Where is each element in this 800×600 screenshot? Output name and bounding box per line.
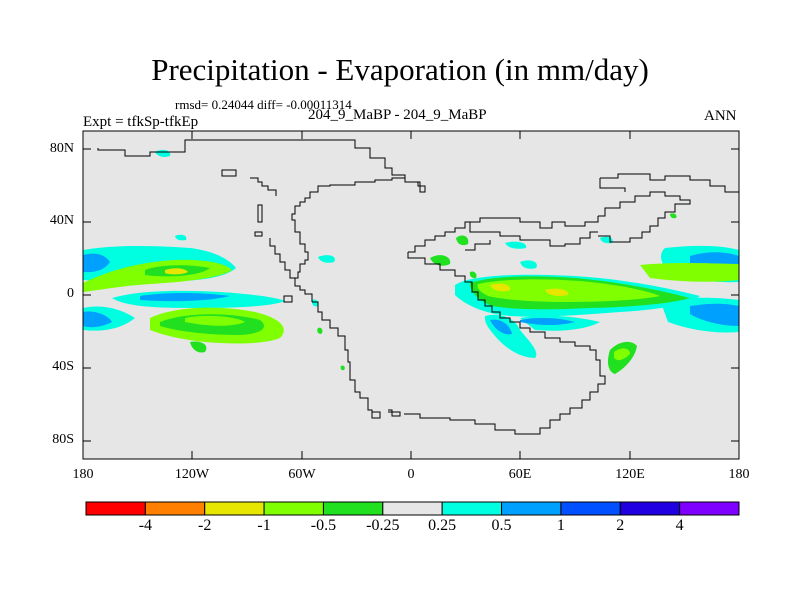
precip-band-south-indian <box>484 314 637 374</box>
coastlines <box>97 139 739 435</box>
colorbar-swatch <box>204 501 265 516</box>
lon-tick-label: 120E <box>615 467 645 482</box>
precip-band-south-pacific-cyan <box>83 290 739 333</box>
colorbar-swatch <box>263 501 324 516</box>
precip-band-spcz <box>150 307 284 353</box>
colorbar-label: 4 <box>675 517 684 534</box>
colorbar-swatch <box>679 501 740 516</box>
chart-title: Precipitation - Evaporation (in mm/day) <box>151 52 649 87</box>
lon-tick-label: 60W <box>288 467 316 482</box>
colorbar-label: 2 <box>616 517 625 534</box>
experiment-label: Expt = tfkSp-tfkEp <box>83 114 199 130</box>
colorbar-swatch <box>501 501 562 516</box>
colorbar-label: 0.25 <box>428 517 457 534</box>
colorbar-swatch <box>144 501 206 516</box>
colorbar-swatch <box>619 501 681 516</box>
axis-ticks <box>83 131 739 459</box>
lat-tick-label: 40S <box>52 359 74 374</box>
lon-tick-label: 0 <box>407 467 415 482</box>
colorbar-label: 1 <box>556 517 565 534</box>
colorbar <box>85 501 740 516</box>
lon-tick-label: 180 <box>72 467 94 482</box>
lat-tick-label: 40N <box>49 213 74 228</box>
case-label: 204_9_MaBP - 204_9_MaBP <box>308 107 487 123</box>
colorbar-label: -1 <box>257 517 271 534</box>
colorbar-label: -0.5 <box>310 517 337 534</box>
lon-tick-label: 120W <box>174 467 210 482</box>
precip-band-indian-ocean <box>455 274 700 317</box>
lon-tick-label: 60E <box>508 467 532 482</box>
colorbar-swatch <box>560 501 621 516</box>
colorbar-label: -4 <box>138 517 153 534</box>
colorbar-swatch <box>322 501 384 516</box>
colorbar-label: -0.25 <box>366 517 400 534</box>
precip-small-features <box>155 149 677 371</box>
rmsd-diff-stats: rmsd= 0.24044 diff= -0.00011314 <box>175 97 352 112</box>
colorbar-swatch <box>85 501 146 516</box>
season-label: ANN <box>704 108 737 124</box>
lat-tick-label: 80N <box>49 141 74 156</box>
lon-tick-label: 180 <box>728 467 750 482</box>
colorbar-swatch <box>382 501 443 516</box>
colorbar-label: -2 <box>198 517 212 534</box>
precip-band-equatorial-pacific <box>83 259 739 292</box>
lat-tick-label: 80S <box>52 432 74 447</box>
lat-tick-label: 0 <box>67 286 74 301</box>
colorbar-label: 0.5 <box>491 517 512 534</box>
colorbar-swatch <box>441 501 503 516</box>
